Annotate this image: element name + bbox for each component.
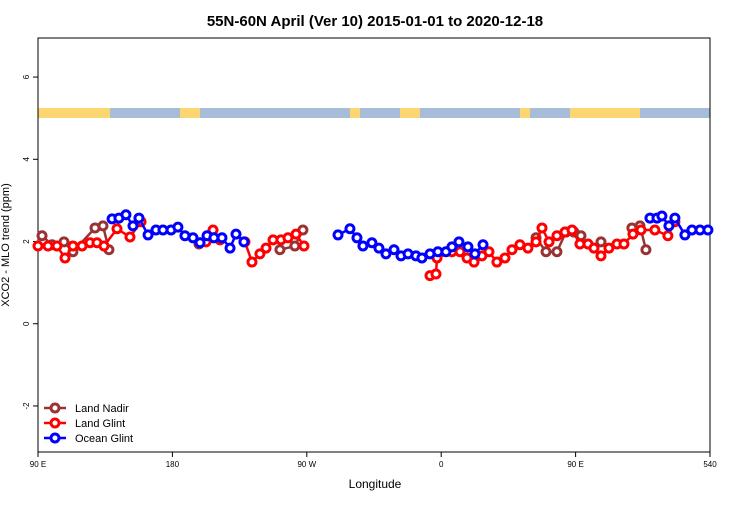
point <box>649 224 661 236</box>
point <box>357 240 369 252</box>
point <box>351 232 363 244</box>
x-tick-label: 180 <box>166 460 180 469</box>
point <box>416 252 428 264</box>
point <box>662 230 674 242</box>
point <box>669 212 681 224</box>
point <box>522 242 534 254</box>
point <box>540 246 552 258</box>
point <box>446 241 458 253</box>
point <box>551 246 563 258</box>
point <box>499 252 511 264</box>
point <box>224 242 236 254</box>
point <box>120 209 132 221</box>
point <box>124 231 136 243</box>
point <box>627 228 639 240</box>
point <box>133 212 145 224</box>
point <box>491 256 503 268</box>
y-tick-label: 0 <box>22 321 31 326</box>
point <box>543 236 555 248</box>
y-axis-label: XCO2 - MLO trend (ppm) <box>0 183 12 306</box>
point <box>67 240 79 252</box>
point <box>462 241 474 253</box>
point <box>663 220 675 232</box>
point <box>618 238 630 250</box>
point <box>246 256 258 268</box>
point <box>216 232 228 244</box>
point <box>127 220 139 232</box>
point <box>51 240 63 252</box>
point <box>656 210 668 222</box>
point <box>260 242 272 254</box>
point <box>42 240 54 252</box>
point <box>702 224 714 236</box>
y-tick-label: 4 <box>22 157 31 162</box>
point <box>388 244 400 256</box>
point <box>477 239 489 251</box>
point <box>635 224 647 236</box>
point <box>536 222 548 234</box>
legend-label: Land Nadir <box>75 403 129 415</box>
point <box>595 250 607 262</box>
point <box>98 240 110 252</box>
map-strip <box>38 108 710 118</box>
point <box>36 230 48 242</box>
point <box>194 237 206 249</box>
point <box>290 228 302 240</box>
x-tick-label: 90 E <box>30 460 46 469</box>
point <box>566 224 578 236</box>
point <box>430 268 442 280</box>
point <box>506 244 518 256</box>
y-tick-label: -2 <box>22 402 31 410</box>
point <box>380 248 392 260</box>
point <box>483 246 495 258</box>
legend-marker <box>49 432 61 444</box>
point <box>142 229 154 241</box>
x-tick-label: 90 E <box>567 460 583 469</box>
legend-label: Land Glint <box>75 418 125 430</box>
point <box>274 244 286 256</box>
x-tick-label: 540 <box>703 460 717 469</box>
x-tick-label: 90 W <box>297 460 316 469</box>
legend-label: Ocean Glint <box>75 433 133 445</box>
point <box>97 220 109 232</box>
point <box>454 246 466 258</box>
point <box>530 236 542 248</box>
y-tick-label: 2 <box>22 239 31 244</box>
point <box>32 240 44 252</box>
point <box>373 242 385 254</box>
x-tick-label: 0 <box>439 460 444 469</box>
point <box>603 242 615 254</box>
point <box>640 244 652 256</box>
point <box>453 236 465 248</box>
point <box>289 240 301 252</box>
point <box>588 242 600 254</box>
legend-marker <box>49 417 61 429</box>
legend-marker <box>49 402 61 414</box>
point <box>332 229 344 241</box>
point <box>187 232 199 244</box>
point <box>366 237 378 249</box>
x-axis-label: Longitude <box>349 477 402 491</box>
point <box>298 240 310 252</box>
point <box>254 248 266 260</box>
point <box>679 229 691 241</box>
point <box>230 228 242 240</box>
chart-title: 55N-60N April (Ver 10) 2015-01-01 to 202… <box>207 13 543 30</box>
point <box>172 221 184 233</box>
point <box>344 223 356 235</box>
point <box>595 236 607 248</box>
point <box>238 236 250 248</box>
point <box>469 248 481 260</box>
y-tick-label: 6 <box>22 74 31 79</box>
point <box>59 252 71 264</box>
point <box>111 223 123 235</box>
